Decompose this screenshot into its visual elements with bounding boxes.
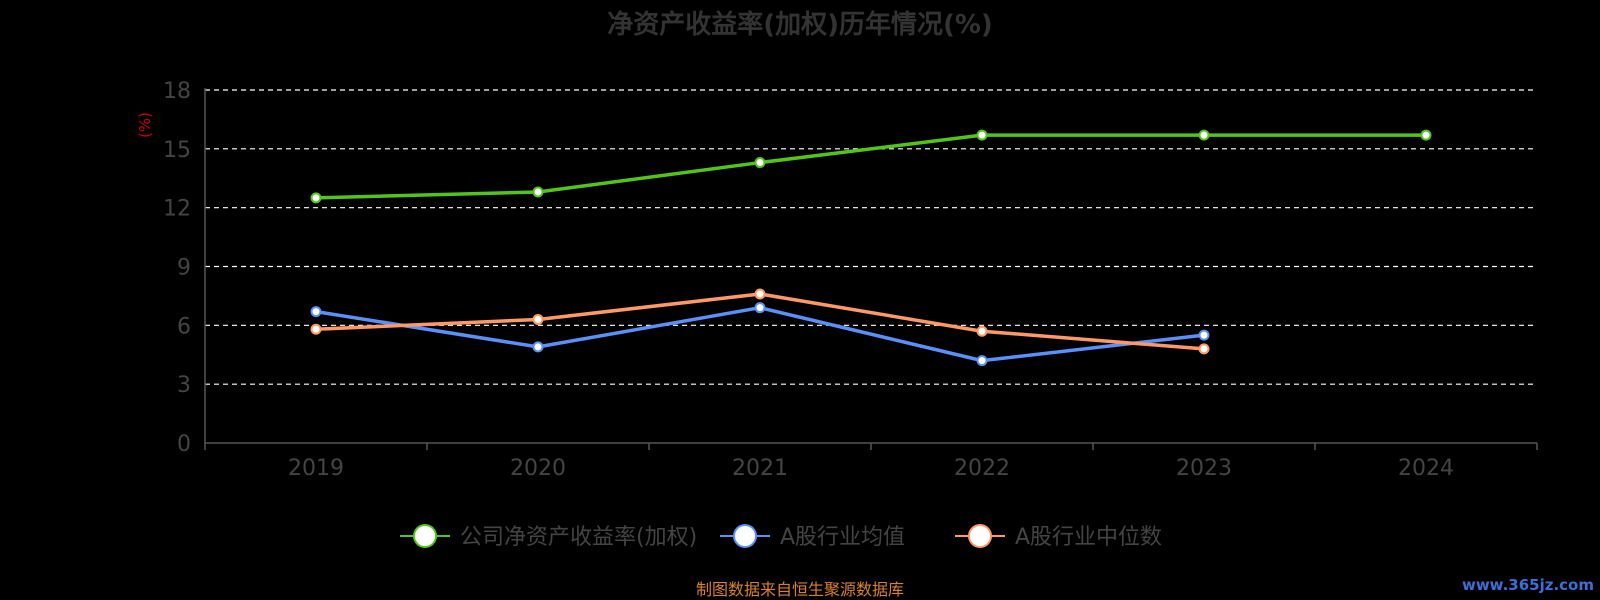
watermark: www.365jz.com [1462,576,1594,594]
y-tick-label: 15 [163,138,191,163]
data-point[interactable] [1198,129,1210,141]
chart-title: 净资产收益率(加权)历年情况(%) [607,9,993,40]
data-point[interactable] [976,325,988,337]
legend[interactable]: 公司净资产收益率(加权) A股行业均值 A股行业中位数 [400,524,1162,550]
legend-label: A股行业中位数 [1015,525,1162,550]
grid [205,89,1537,385]
y-tick-label: 0 [177,432,191,457]
x-tick-label: 2021 [732,456,788,481]
legend-item[interactable]: 公司净资产收益率(加权) [400,524,697,550]
data-source-note: 制图数据来自恒生聚源数据库 [696,580,904,599]
y-tick-label: 3 [177,373,191,398]
data-point[interactable] [1198,329,1210,341]
y-tick-label: 18 [163,79,191,104]
x-tick-label: 2020 [510,456,566,481]
data-point[interactable] [754,157,766,169]
legend-label: 公司净资产收益率(加权) [460,525,697,550]
data-point[interactable] [532,313,544,325]
legend-marker [733,524,757,548]
data-point[interactable] [310,192,322,204]
y-tick-label: 9 [177,256,191,281]
series-line [315,133,1426,200]
y-tick-label: 12 [163,197,191,222]
legend-marker [968,524,992,548]
data-point[interactable] [754,288,766,300]
data-point[interactable] [310,323,322,335]
data-point[interactable] [1198,343,1210,355]
y-axis-label: (%) [136,112,154,138]
series-lines [310,129,1432,367]
x-tick-label: 2019 [288,456,344,481]
series-2 [310,302,1210,367]
x-tick-label: 2023 [1176,456,1232,481]
y-tick-label: 6 [177,314,191,339]
legend-item[interactable]: A股行业均值 [720,524,905,550]
data-point[interactable] [532,341,544,353]
axes: 0 3 6 9 12 15 18 2019 2020 2021 2022 2023 2024 [163,79,1538,481]
data-point[interactable] [976,355,988,367]
series-line [315,305,1205,363]
legend-item[interactable]: A股行业中位数 [955,524,1162,550]
data-point[interactable] [310,306,322,318]
data-point[interactable] [754,302,766,314]
series-3 [310,288,1210,355]
legend-marker [413,524,437,548]
data-point[interactable] [976,129,988,141]
x-tick-label: 2022 [954,456,1010,481]
series-1 [310,129,1432,204]
data-point[interactable] [532,186,544,198]
data-point[interactable] [1420,129,1432,141]
legend-label: A股行业均值 [780,525,905,550]
x-tick-label: 2024 [1398,456,1454,481]
